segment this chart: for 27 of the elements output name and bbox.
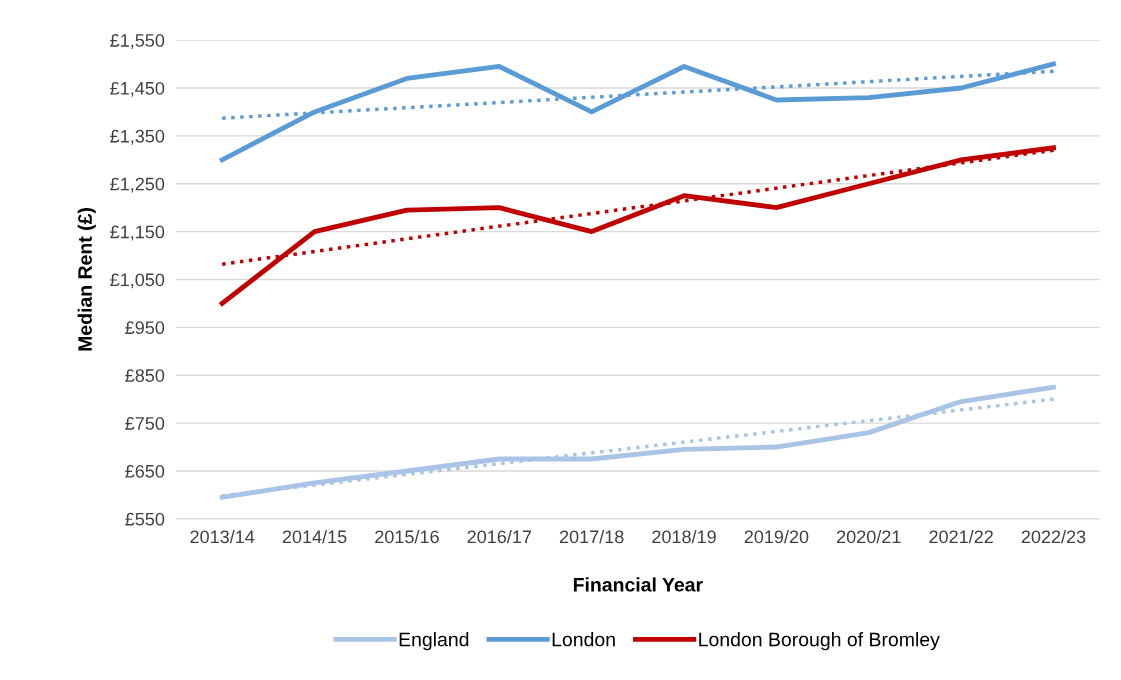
y-tick-label: £1,550 (110, 34, 165, 49)
x-axis-title: Financial Year (573, 577, 703, 592)
x-tick-label: 2016/17 (467, 529, 532, 544)
legend-label: London Borough of Bromley (699, 632, 940, 651)
legend-label: England (399, 632, 469, 651)
y-tick-label: £750 (125, 417, 165, 430)
x-tick-label: 2018/19 (652, 529, 716, 544)
y-tick-label: £1,450 (110, 81, 165, 97)
x-tick-label: 2019/20 (744, 529, 809, 544)
y-tick-label: £950 (125, 321, 165, 335)
y-tick-label: £1,150 (110, 225, 165, 241)
x-tick-label: 2022/23 (1021, 529, 1086, 544)
y-tick-label: £650 (125, 464, 165, 478)
y-tick-label: £1,350 (110, 129, 165, 145)
x-tick-label: 2013/14 (190, 529, 255, 544)
y-tick-label: £1,050 (110, 273, 165, 289)
y-tick-label: £1,250 (110, 177, 165, 193)
x-tick-label: 2021/22 (929, 529, 993, 544)
x-tick-label: 2020/21 (837, 529, 901, 544)
x-tick-label: 2015/16 (375, 529, 439, 544)
y-axis-title: Median Rent (£) (77, 208, 96, 351)
legend-label: London (552, 632, 615, 647)
x-tick-label: 2017/18 (559, 529, 624, 544)
line-series (219, 61, 1056, 163)
y-tick-label: £850 (125, 369, 165, 382)
y-tick-label: £550 (125, 512, 165, 526)
x-tick-label: 2014/15 (282, 529, 347, 544)
